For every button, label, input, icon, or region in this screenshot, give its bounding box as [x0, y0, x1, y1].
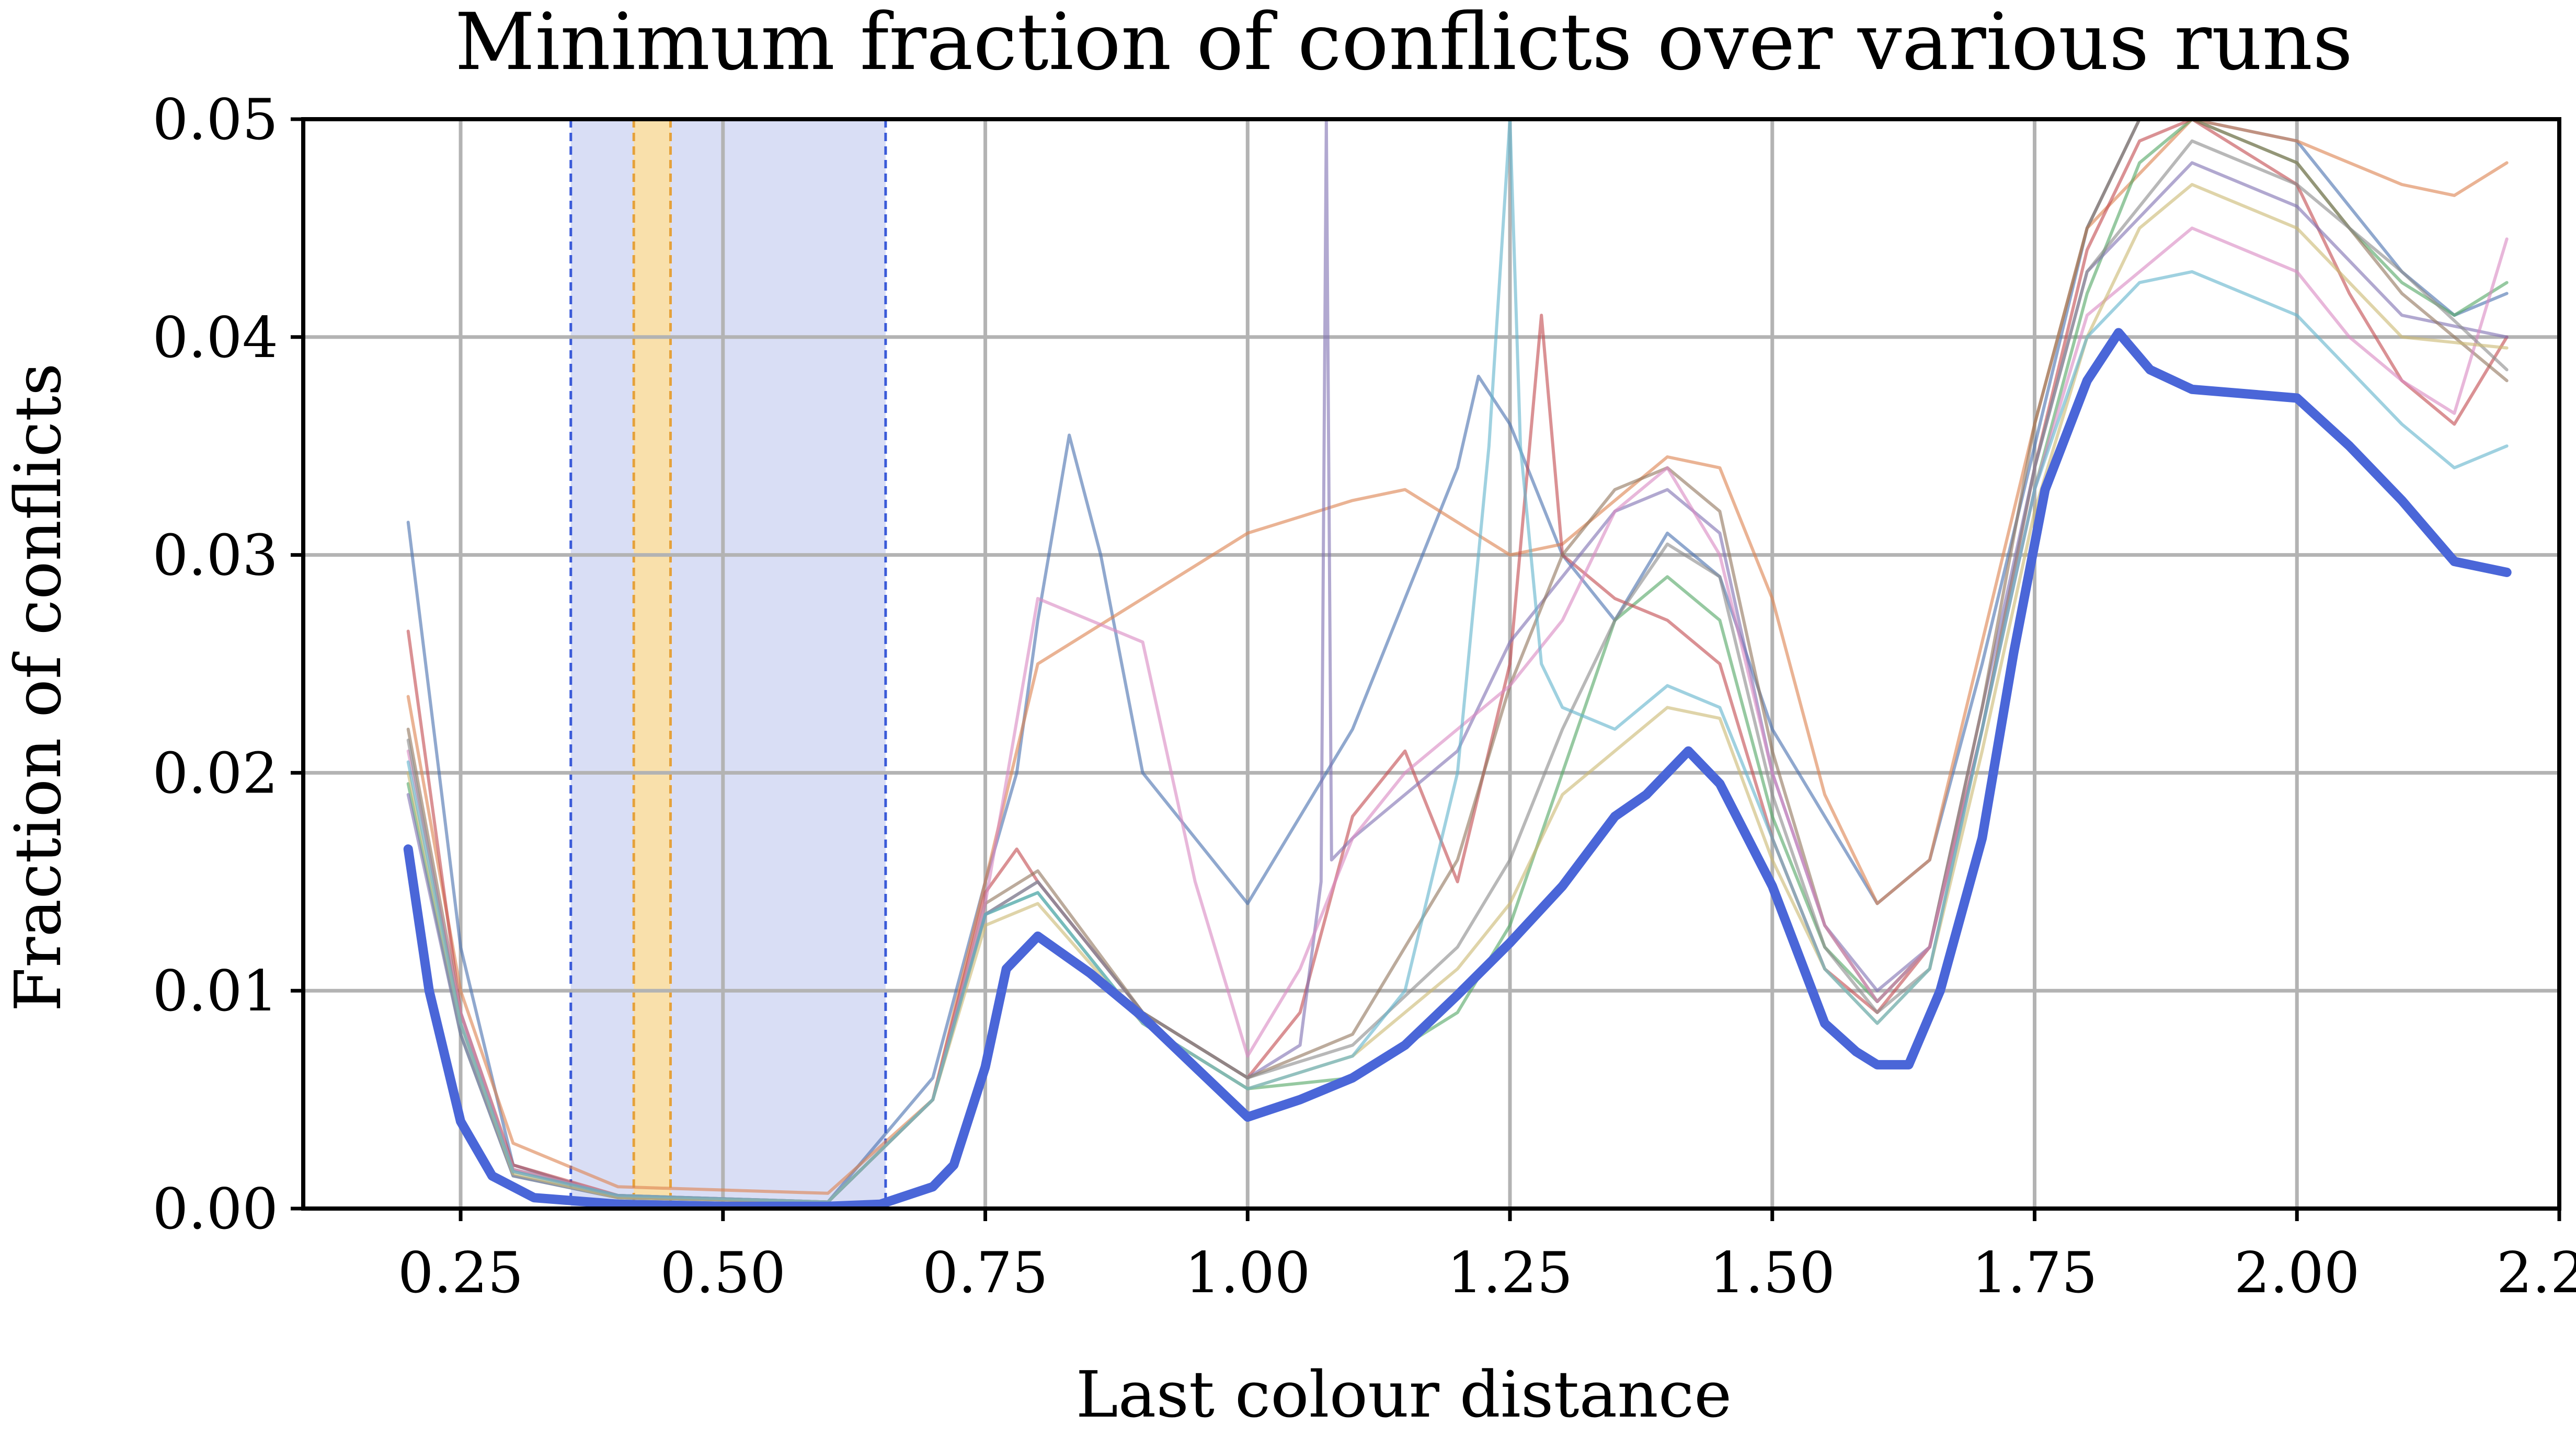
y-tick-label: 0.00: [153, 1177, 278, 1242]
y-tick-label: 0.01: [153, 959, 278, 1024]
x-tick-label: 1.75: [1972, 1240, 2097, 1306]
x-tick-label: 0.75: [922, 1240, 1048, 1306]
y-tick-label: 0.05: [153, 87, 278, 153]
series-line-run-10: [406, 119, 2509, 1204]
y-axis-label: Fraction of conflicts: [1, 363, 75, 1012]
x-axis-ticks: 0.25 0.50 0.75 1.00 1.25 1.50 1.75 2.00 2.25: [398, 1209, 2576, 1306]
x-tick-label: 0.50: [660, 1240, 786, 1306]
x-tick-label: 1.50: [1710, 1240, 1835, 1306]
x-tick-label: 2.00: [2234, 1240, 2360, 1306]
x-tick-label: 1.00: [1185, 1240, 1310, 1306]
chart-title: Minimum fraction of conflicts over vario…: [455, 0, 2353, 88]
plot-frame: [301, 117, 2561, 1211]
x-tick-label: 1.25: [1447, 1240, 1573, 1306]
series-lines: [403, 119, 2512, 1209]
blue-band: [570, 119, 886, 1209]
y-tick-label: 0.04: [153, 305, 278, 371]
y-axis-ticks: 0.00 0.01 0.02 0.03 0.04 0.05: [153, 87, 303, 1242]
x-tick-label: 0.25: [398, 1240, 523, 1306]
x-tick-label: 2.25: [2497, 1240, 2576, 1306]
shaded-regions: [569, 119, 887, 1209]
x-axis-label: Last colour distance: [1076, 1358, 1732, 1432]
series-line-minimum: [403, 328, 2512, 1209]
orange-band: [634, 119, 671, 1209]
y-tick-label: 0.03: [153, 523, 278, 589]
y-tick-label: 0.02: [153, 741, 278, 806]
